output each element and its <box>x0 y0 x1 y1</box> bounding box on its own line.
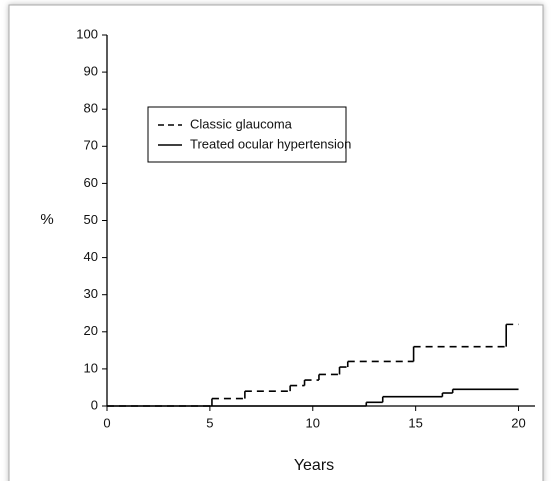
x-tick-label: 0 <box>103 415 110 430</box>
y-tick-label: 90 <box>84 64 98 79</box>
x-tick-label: 5 <box>206 415 213 430</box>
y-tick-label: 70 <box>84 138 98 153</box>
y-tick-label: 100 <box>76 26 98 41</box>
y-tick-label: 20 <box>84 323 98 338</box>
legend-label: Classic glaucoma <box>190 116 293 131</box>
y-tick-label: 10 <box>84 360 98 375</box>
y-tick-label: 80 <box>84 101 98 116</box>
x-axis-label: Years <box>294 457 334 474</box>
y-tick-label: 40 <box>84 249 98 264</box>
y-tick-label: 50 <box>84 212 98 227</box>
legend-label: Treated ocular hypertension <box>190 136 351 151</box>
x-tick-label: 20 <box>511 415 525 430</box>
x-tick-label: 10 <box>306 415 320 430</box>
y-tick-label: 30 <box>84 286 98 301</box>
y-axis-label: % <box>40 211 53 228</box>
frame <box>8 4 544 481</box>
x-tick-label: 15 <box>408 415 422 430</box>
y-tick-label: 0 <box>91 397 98 412</box>
y-tick-label: 60 <box>84 175 98 190</box>
legend-box <box>147 106 347 163</box>
